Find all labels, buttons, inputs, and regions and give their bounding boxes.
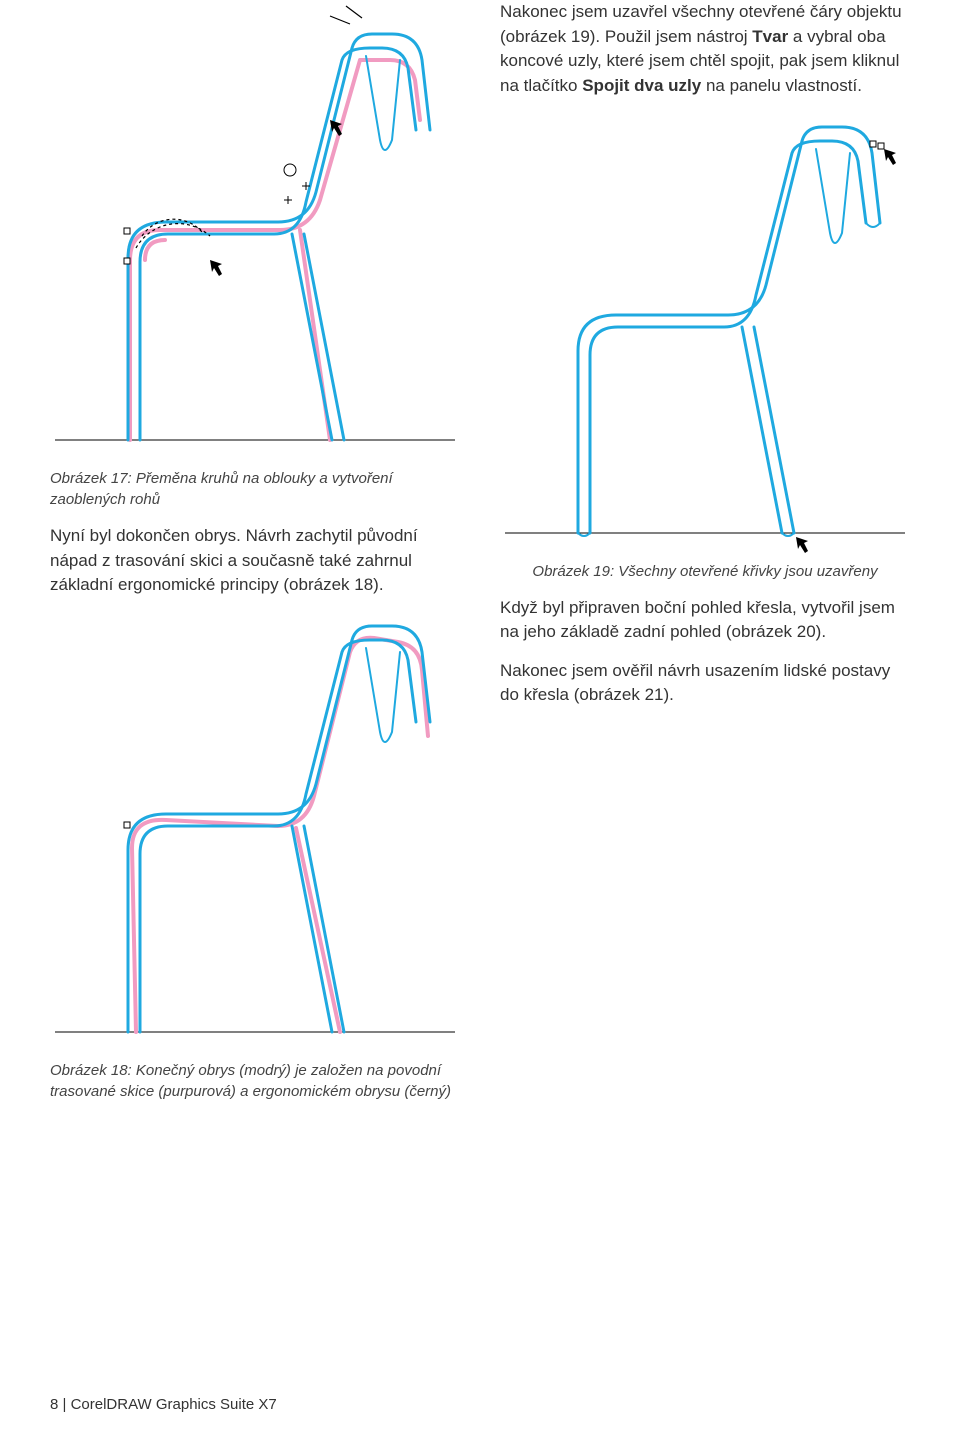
- right-paragraph-1: Nakonec jsem uzavřel všechny otevřené čá…: [500, 0, 910, 99]
- left-column: Obrázek 17: Přeměna kruhů na oblouky a v…: [50, 0, 460, 1102]
- figure-17-caption: Obrázek 17: Přeměna kruhů na oblouky a v…: [50, 468, 460, 510]
- right-paragraph-3: Nakonec jsem ověřil návrh usazením lidsk…: [500, 659, 910, 708]
- para1-bold-1: Tvar: [752, 27, 788, 46]
- figure-19-svg: [500, 113, 910, 553]
- figure-17: Obrázek 17: Přeměna kruhů na oblouky a v…: [50, 0, 460, 510]
- left-body-paragraph: Nyní byl dokončen obrys. Návrh zachytil …: [50, 524, 460, 598]
- figure-19: Obrázek 19: Všechny otevřené křivky jsou…: [500, 113, 910, 582]
- figure-18-caption: Obrázek 18: Konečný obrys (modrý) je zal…: [50, 1060, 460, 1102]
- figure-18-svg: [50, 612, 460, 1052]
- page-columns: Obrázek 17: Přeměna kruhů na oblouky a v…: [50, 0, 910, 1102]
- page-footer: 8 | CorelDRAW Graphics Suite X7: [50, 1396, 277, 1413]
- figure-19-caption: Obrázek 19: Všechny otevřené křivky jsou…: [500, 561, 910, 582]
- para1-text-c: na panelu vlastností.: [701, 76, 862, 95]
- right-paragraph-2: Když byl připraven boční pohled křesla, …: [500, 596, 910, 645]
- para1-bold-2: Spojit dva uzly: [582, 76, 701, 95]
- figure-18: Obrázek 18: Konečný obrys (modrý) je zal…: [50, 612, 460, 1102]
- figure-17-svg: [50, 0, 460, 460]
- right-column: Nakonec jsem uzavřel všechny otevřené čá…: [500, 0, 910, 1102]
